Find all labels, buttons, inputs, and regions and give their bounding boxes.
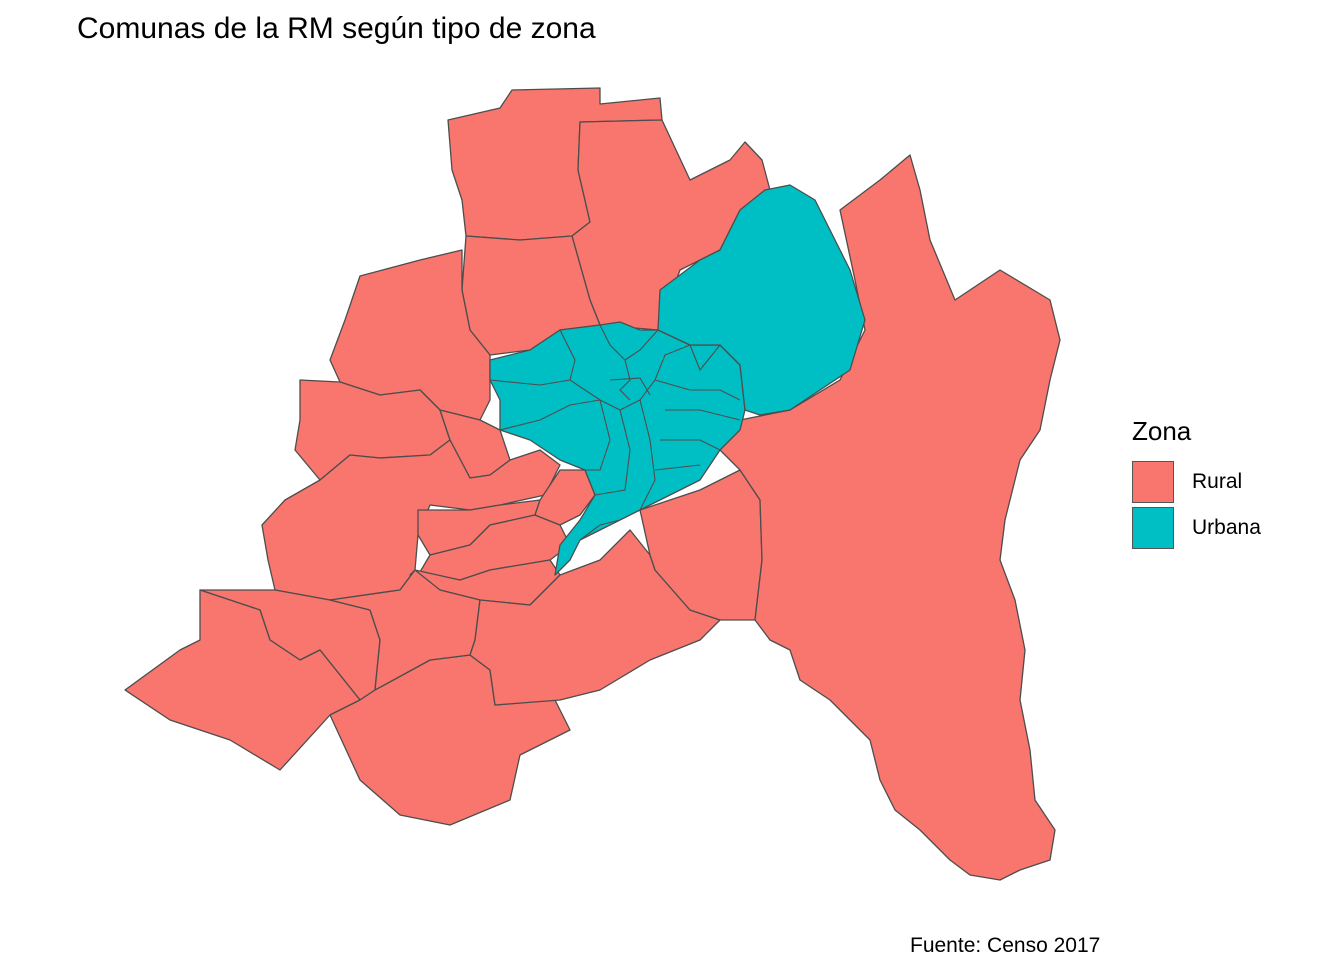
region-urbana-northeast [657, 184, 866, 416]
legend-label-rural: Rural [1192, 470, 1243, 493]
source-caption: Fuente: Censo 2017 [910, 934, 1101, 957]
region-rural-east [719, 154, 1061, 881]
region-rural-southwest-2 [124, 589, 361, 771]
legend-title: Zona [1132, 416, 1192, 446]
legend: Zona Rural Urbana [1132, 416, 1261, 551]
urban-comuna-borders [489, 324, 741, 541]
legend-swatch-rural [1132, 461, 1174, 503]
legend-item-urbana: Urbana [1132, 505, 1261, 551]
region-rural-center-4 [534, 469, 596, 526]
chart-title: Comunas de la RM según tipo de zona [77, 12, 596, 45]
region-urbana-metro [489, 321, 746, 576]
legend-swatch-urbana [1132, 507, 1174, 549]
legend-item-rural: Rural [1132, 459, 1261, 505]
legend-label-urbana: Urbana [1192, 516, 1261, 539]
